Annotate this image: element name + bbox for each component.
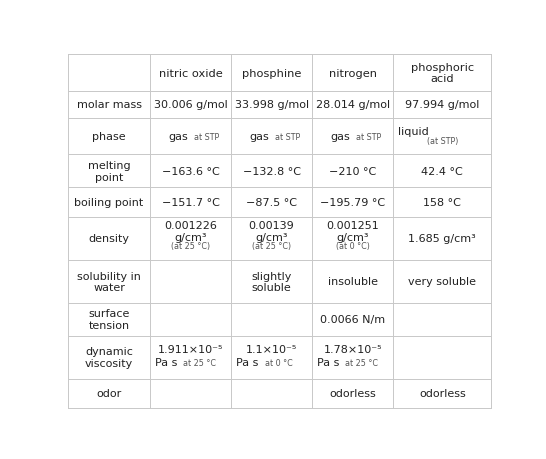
Text: 0.00139
g/cm³: 0.00139 g/cm³	[248, 220, 294, 242]
Text: 1.1×10⁻⁵: 1.1×10⁻⁵	[246, 345, 297, 354]
Text: odorless: odorless	[419, 389, 466, 398]
Text: solubility in
water: solubility in water	[77, 271, 141, 292]
Text: Pa s: Pa s	[236, 358, 259, 368]
Text: molar mass: molar mass	[76, 100, 141, 110]
Text: at 25 °C: at 25 °C	[178, 358, 216, 367]
Text: at STP: at STP	[351, 132, 382, 141]
Text: 0.001226
g/cm³: 0.001226 g/cm³	[164, 220, 217, 242]
Text: at 0 °C: at 0 °C	[259, 358, 292, 367]
Text: insoluble: insoluble	[328, 277, 378, 287]
Text: boiling point: boiling point	[74, 198, 144, 207]
Text: odor: odor	[97, 389, 122, 398]
Text: 0.0066 N/m: 0.0066 N/m	[320, 314, 385, 325]
Text: slightly
soluble: slightly soluble	[251, 271, 292, 292]
Text: dynamic
viscosity: dynamic viscosity	[85, 347, 133, 368]
Text: −210 °C: −210 °C	[329, 167, 376, 176]
Text: 1.685 g/cm³: 1.685 g/cm³	[408, 234, 476, 244]
Text: (at 25 °C): (at 25 °C)	[171, 241, 210, 250]
Text: (at 0 °C): (at 0 °C)	[336, 241, 370, 250]
Text: at STP: at STP	[189, 132, 219, 141]
Text: 33.998 g/mol: 33.998 g/mol	[235, 100, 308, 110]
Text: gas: gas	[169, 132, 188, 142]
Text: (at 25 °C): (at 25 °C)	[252, 241, 291, 250]
Text: 158 °C: 158 °C	[423, 198, 461, 207]
Text: density: density	[88, 234, 129, 244]
Text: Pa s: Pa s	[155, 358, 177, 368]
Text: nitrogen: nitrogen	[329, 68, 377, 78]
Text: surface
tension: surface tension	[88, 309, 130, 330]
Text: liquid: liquid	[399, 126, 429, 136]
Text: phosphine: phosphine	[242, 68, 301, 78]
Text: 97.994 g/mol: 97.994 g/mol	[405, 100, 479, 110]
Text: 30.006 g/mol: 30.006 g/mol	[153, 100, 228, 110]
Text: very soluble: very soluble	[408, 277, 476, 287]
Text: at STP: at STP	[270, 132, 300, 141]
Text: 28.014 g/mol: 28.014 g/mol	[316, 100, 390, 110]
Text: −151.7 °C: −151.7 °C	[162, 198, 219, 207]
Text: odorless: odorless	[329, 389, 376, 398]
Text: gas: gas	[331, 132, 351, 142]
Text: gas: gas	[250, 132, 270, 142]
Text: 1.911×10⁻⁵: 1.911×10⁻⁵	[158, 345, 223, 354]
Text: Pa s: Pa s	[317, 358, 340, 368]
Text: phosphoric
acid: phosphoric acid	[411, 62, 474, 84]
Text: phase: phase	[92, 132, 126, 142]
Text: 42.4 °C: 42.4 °C	[422, 167, 463, 176]
Text: −87.5 °C: −87.5 °C	[246, 198, 297, 207]
Text: 1.78×10⁻⁵: 1.78×10⁻⁵	[323, 345, 382, 354]
Text: at 25 °C: at 25 °C	[340, 358, 378, 367]
Text: −195.79 °C: −195.79 °C	[320, 198, 385, 207]
Text: melting
point: melting point	[88, 161, 130, 182]
Text: (at STP): (at STP)	[426, 137, 458, 146]
Text: 0.001251
g/cm³: 0.001251 g/cm³	[326, 220, 379, 242]
Text: −163.6 °C: −163.6 °C	[162, 167, 219, 176]
Text: nitric oxide: nitric oxide	[159, 68, 222, 78]
Text: −132.8 °C: −132.8 °C	[242, 167, 301, 176]
